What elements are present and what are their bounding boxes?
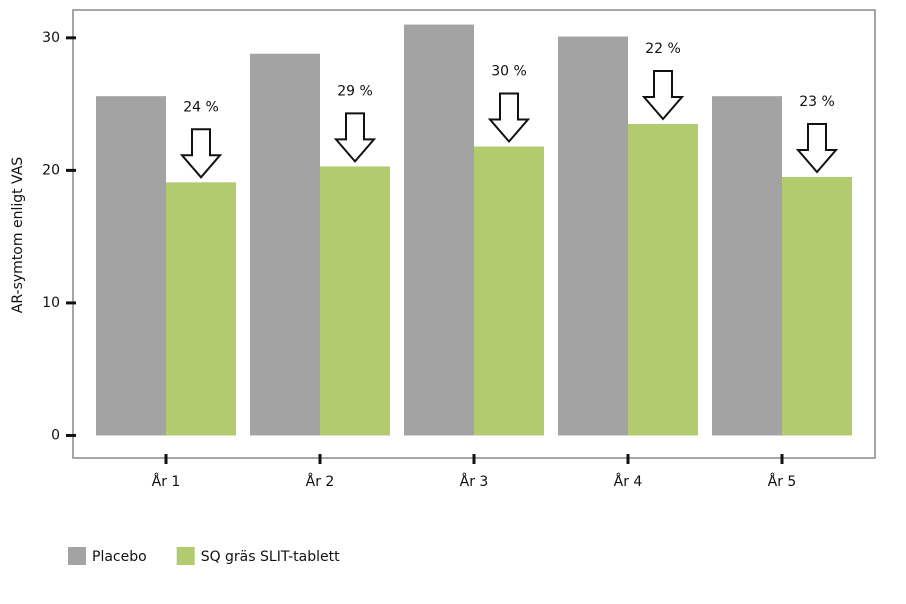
y-tick-label: 10 [42, 295, 60, 311]
legend-swatch [176, 547, 195, 565]
reduction-arrow [795, 123, 839, 174]
bar [250, 53, 320, 436]
legend-swatch [68, 547, 86, 565]
y-tick-label: 20 [42, 162, 60, 178]
bar [712, 96, 782, 436]
reduction-label: 24 % [183, 99, 219, 115]
bar [404, 24, 474, 436]
y-tick-label: 0 [51, 427, 60, 443]
y-tick-label: 30 [42, 30, 60, 46]
x-tick-label: År 4 [614, 473, 643, 490]
bar [166, 182, 236, 436]
x-tick-label: År 3 [460, 473, 489, 490]
bar [474, 146, 544, 436]
reduction-arrow [487, 92, 531, 144]
legend-label: Placebo [92, 549, 147, 565]
legend-label: SQ gräs SLIT-tablett [201, 549, 340, 565]
reduction-label: 22 % [645, 41, 681, 57]
bar [96, 96, 166, 436]
x-tick-label: År 1 [152, 473, 181, 490]
reduction-arrow [641, 69, 685, 121]
reduction-label: 29 % [337, 83, 373, 99]
reduction-arrow [179, 128, 223, 179]
x-tick-label: År 2 [306, 473, 335, 490]
reduction-arrow [333, 112, 377, 163]
reduction-label: 30 % [491, 64, 527, 80]
bar [558, 36, 628, 436]
bar [628, 123, 698, 436]
reduction-label: 23 % [799, 94, 835, 110]
bar [320, 166, 390, 436]
bar [782, 177, 852, 436]
x-tick-label: År 5 [768, 473, 797, 490]
y-axis-title: AR-symtom enligt VAS [10, 157, 26, 313]
